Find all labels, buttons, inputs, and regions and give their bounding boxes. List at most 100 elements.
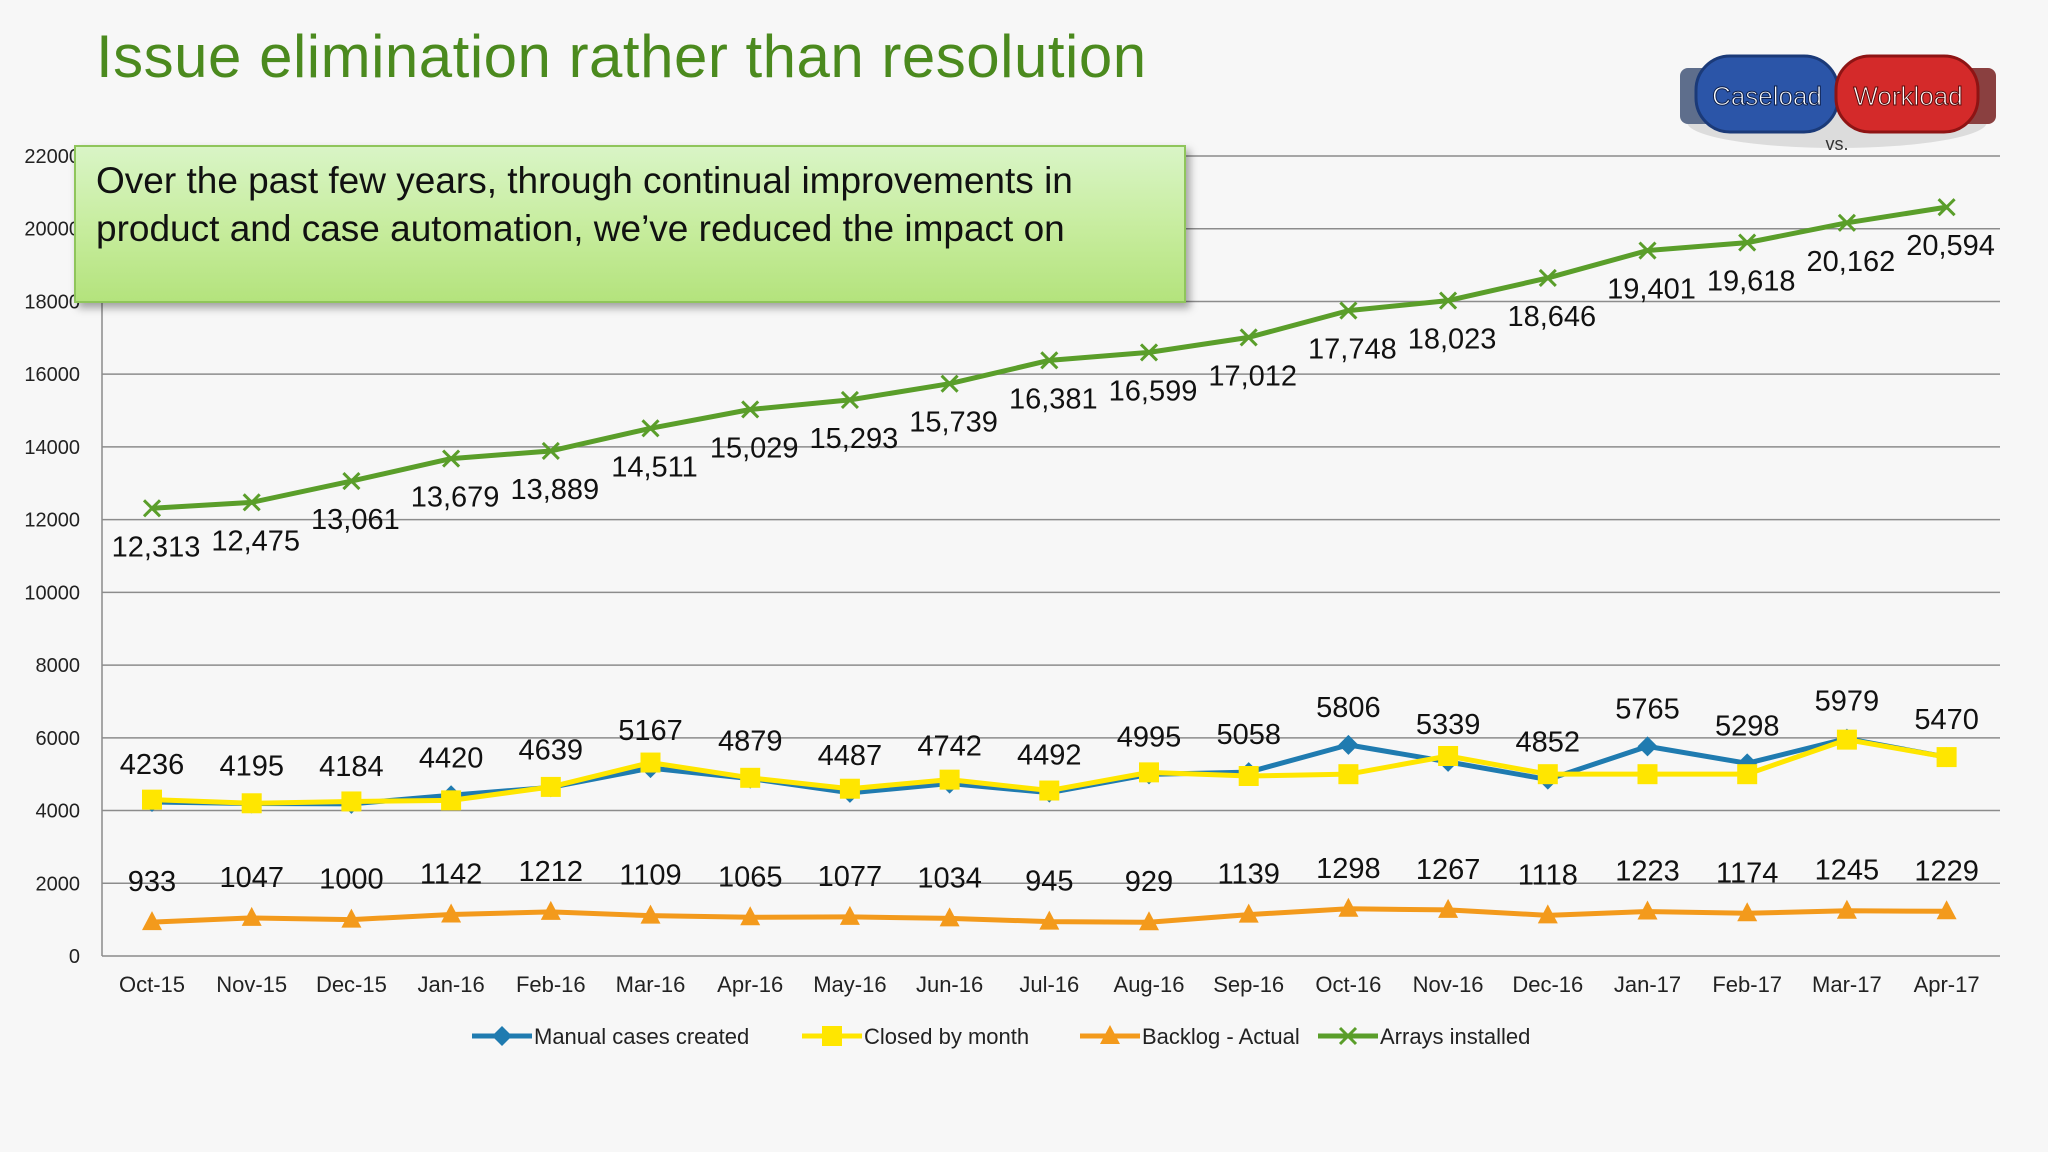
data-point-square bbox=[1438, 746, 1459, 766]
legend-label: Arrays installed bbox=[1380, 1024, 1530, 1049]
legend-item: Closed by month bbox=[802, 1024, 1029, 1049]
legend-label: Manual cases created bbox=[534, 1024, 749, 1049]
data-point-x bbox=[242, 493, 261, 512]
data-label-backlog: 1245 bbox=[1815, 855, 1880, 887]
data-point-triangle bbox=[1836, 899, 1857, 919]
data-point-diamond bbox=[1338, 734, 1359, 755]
data-point-square bbox=[142, 789, 162, 810]
data-point-square bbox=[740, 767, 761, 788]
x-tick-label: Aug-16 bbox=[1114, 972, 1185, 997]
data-point-square bbox=[540, 776, 561, 797]
data-point-square bbox=[1338, 764, 1359, 785]
slide-title: Issue elimination rather than resolution bbox=[96, 23, 1147, 90]
data-point-triangle bbox=[441, 903, 462, 923]
data-label-backlog: 1034 bbox=[917, 862, 982, 894]
x-tick-label: Oct-16 bbox=[1315, 972, 1381, 997]
data-label-manual: 4995 bbox=[1117, 721, 1182, 753]
y-tick-label: 6000 bbox=[36, 728, 81, 750]
data-label-arrays: 16,381 bbox=[1009, 383, 1098, 415]
data-point-x bbox=[1040, 351, 1059, 370]
data-label-manual: 4420 bbox=[419, 742, 484, 774]
callout-textbox: Over the past few years, through continu… bbox=[74, 145, 1186, 303]
y-tick-label: 8000 bbox=[36, 655, 81, 677]
x-tick-label: Mar-17 bbox=[1812, 972, 1882, 997]
data-label-arrays: 20,594 bbox=[1906, 230, 1995, 262]
data-label-arrays: 12,475 bbox=[211, 525, 300, 557]
x-tick-label: Nov-16 bbox=[1413, 972, 1484, 997]
y-tick-label: 16000 bbox=[24, 364, 80, 386]
data-label-backlog: 1109 bbox=[619, 860, 681, 892]
data-label-manual: 5339 bbox=[1416, 709, 1481, 741]
data-point-square bbox=[441, 790, 462, 811]
data-point-x bbox=[342, 471, 361, 491]
logo-vs-label: vs. bbox=[1825, 134, 1848, 154]
x-tick-label: Nov-15 bbox=[216, 972, 287, 997]
data-label-arrays: 17,748 bbox=[1308, 334, 1397, 366]
data-label-manual: 5298 bbox=[1715, 710, 1780, 742]
data-point-triangle bbox=[241, 906, 262, 926]
data-label-arrays: 18,023 bbox=[1408, 324, 1497, 356]
logo-workload-label: Workload bbox=[1853, 81, 1962, 111]
data-label-manual: 4852 bbox=[1516, 727, 1581, 759]
caseload-vs-workload-logo: Caseload Workload vs. bbox=[1680, 54, 1996, 154]
data-point-x bbox=[142, 499, 162, 518]
x-tick-label: Apr-17 bbox=[1914, 972, 1980, 997]
data-point-triangle bbox=[341, 908, 362, 928]
data-label-manual: 5765 bbox=[1615, 693, 1680, 725]
data-point-triangle bbox=[1338, 897, 1359, 917]
data-point-x bbox=[1538, 268, 1557, 288]
data-point-x bbox=[641, 419, 660, 438]
y-tick-label: 4000 bbox=[36, 801, 81, 823]
data-label-backlog: 1229 bbox=[1914, 855, 1979, 887]
data-label-backlog: 1142 bbox=[420, 858, 482, 890]
data-label-backlog: 1223 bbox=[1615, 856, 1680, 888]
series-backlog-actual bbox=[142, 897, 1957, 931]
data-point-square bbox=[1737, 764, 1758, 785]
x-tick-label: Dec-16 bbox=[1512, 972, 1583, 997]
data-point-square bbox=[1537, 764, 1558, 785]
data-label-backlog: 1212 bbox=[519, 856, 584, 888]
x-tick-label: Jun-16 bbox=[916, 972, 983, 997]
data-point-x bbox=[1139, 343, 1159, 362]
x-tick-label: Sep-16 bbox=[1213, 972, 1284, 997]
data-point-triangle bbox=[1100, 1025, 1120, 1044]
data-label-manual: 5058 bbox=[1216, 719, 1281, 751]
data-label-backlog: 929 bbox=[1125, 866, 1173, 898]
data-label-manual: 4184 bbox=[319, 751, 384, 783]
data-label-manual: 5470 bbox=[1914, 704, 1979, 736]
data-point-square bbox=[1637, 764, 1658, 785]
data-label-backlog: 1174 bbox=[1716, 857, 1778, 889]
data-label-arrays: 20,162 bbox=[1807, 246, 1896, 278]
data-point-square bbox=[822, 1026, 842, 1046]
data-label-arrays: 13,889 bbox=[510, 474, 599, 506]
x-tick-label: Feb-17 bbox=[1712, 972, 1782, 997]
x-tick-label: Dec-15 bbox=[316, 972, 387, 997]
series-arrays-installed bbox=[142, 198, 1956, 518]
logo-caseload-label: Caseload bbox=[1712, 81, 1822, 111]
y-tick-label: 14000 bbox=[24, 437, 80, 459]
data-point-diamond bbox=[1637, 736, 1658, 757]
x-tick-label: Oct-15 bbox=[119, 972, 185, 997]
data-label-arrays: 12,313 bbox=[112, 531, 201, 563]
data-point-square bbox=[1936, 747, 1957, 768]
data-label-manual: 4487 bbox=[818, 740, 883, 772]
data-label-backlog: 945 bbox=[1025, 866, 1073, 898]
legend-label: Closed by month bbox=[864, 1024, 1029, 1049]
data-point-triangle bbox=[1139, 911, 1159, 931]
data-label-arrays: 13,679 bbox=[411, 482, 500, 514]
x-tick-label: Mar-16 bbox=[616, 972, 686, 997]
data-point-triangle bbox=[1438, 898, 1459, 918]
data-label-backlog: 933 bbox=[128, 866, 176, 898]
legend-item: Arrays installed bbox=[1318, 1024, 1530, 1049]
x-tick-label: Apr-16 bbox=[717, 972, 783, 997]
data-point-square bbox=[1139, 762, 1159, 783]
data-point-square bbox=[241, 793, 262, 814]
data-label-arrays: 17,012 bbox=[1208, 360, 1297, 392]
data-point-triangle bbox=[540, 900, 561, 920]
data-label-backlog: 1065 bbox=[718, 861, 783, 893]
data-point-square bbox=[1039, 780, 1060, 801]
data-label-arrays: 14,511 bbox=[611, 451, 698, 483]
data-point-triangle bbox=[142, 911, 162, 931]
data-label-arrays: 19,401 bbox=[1607, 274, 1696, 306]
data-point-x bbox=[1837, 213, 1856, 232]
